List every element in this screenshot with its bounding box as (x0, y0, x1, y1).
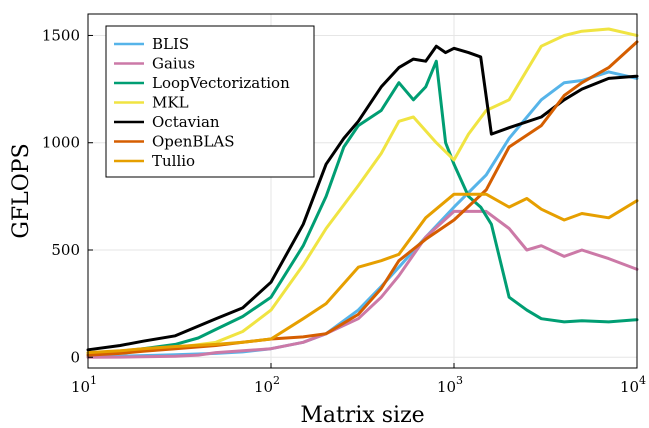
y-tick-label: 0 (70, 348, 80, 366)
legend-label-mkl: MKL (152, 94, 189, 112)
x-tick-exponent: 3 (456, 374, 463, 387)
series-line-tullio (86, 192, 639, 355)
x-tick-exponent: 1 (90, 374, 97, 387)
series-line-gaius (86, 209, 639, 359)
legend-label-loopvectorization: LoopVectorization (152, 74, 290, 92)
legend-label-blis: BLIS (152, 35, 189, 53)
series-line-loopvectorization (86, 59, 639, 355)
series-line-openblas (86, 40, 639, 357)
legend-label-openblas: OpenBLAS (152, 133, 235, 151)
legend-label-gaius: Gaius (152, 55, 195, 73)
x-tick-exponent: 4 (639, 374, 646, 387)
legend-label-tullio: Tullio (152, 152, 195, 170)
y-axis-title: GFLOPS (9, 143, 34, 238)
y-tick-label: 1500 (42, 26, 80, 44)
y-tick-label: 1000 (42, 134, 80, 152)
plot-frame (87, 13, 638, 369)
x-tick-exponent: 2 (273, 374, 280, 387)
legend-label-octavian: Octavian (152, 113, 220, 131)
series-layer (86, 27, 639, 359)
x-axis-title: Matrix size (300, 403, 424, 428)
y-tick-label: 500 (51, 241, 80, 259)
series-line-octavian (86, 44, 639, 352)
